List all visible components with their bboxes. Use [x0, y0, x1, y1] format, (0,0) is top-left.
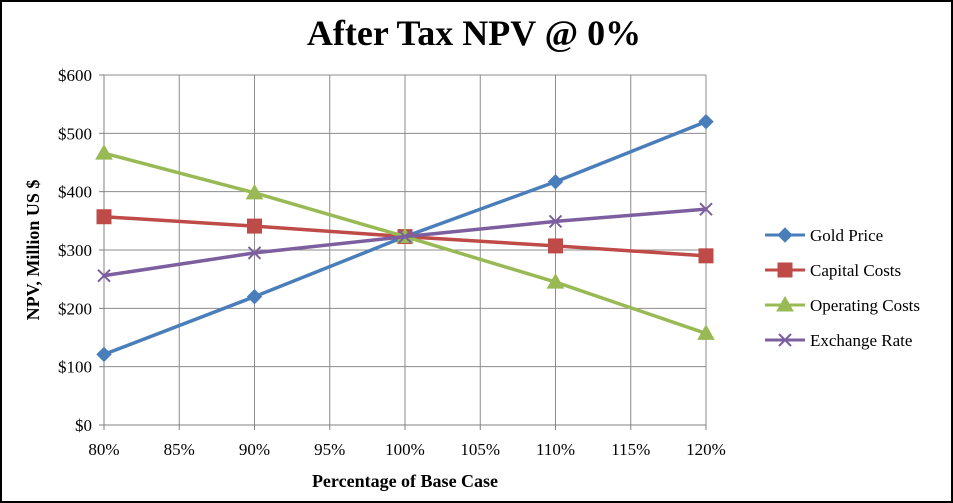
- data-point-gold-price: [547, 174, 564, 190]
- series-exchange-rate: [97, 202, 713, 283]
- x-marker-stroke: [398, 229, 412, 244]
- legend: Gold Price Capital Costs Operating Costs Ex…: [765, 226, 920, 350]
- legend-item-exchange-rate: Exchange Rate: [765, 331, 912, 350]
- data-point-exchange-rate: [398, 229, 412, 244]
- legend-marker-capital-costs: [777, 262, 793, 278]
- legend-label-capital-costs: Capital Costs: [810, 261, 901, 280]
- data-point-operating-costs: [245, 183, 264, 200]
- x-marker-stroke: [778, 333, 792, 347]
- legend-label-operating-costs: Operating Costs: [810, 296, 920, 315]
- legend-marker-operating-costs: [776, 295, 794, 312]
- data-point-operating-costs: [697, 324, 715, 340]
- data-point-gold-price: [698, 113, 714, 130]
- x-tick-label: 115%: [611, 440, 650, 459]
- legend-item-operating-costs: Operating Costs: [765, 295, 920, 315]
- data-point-capital-costs: [698, 248, 714, 264]
- data-point-operating-costs: [546, 273, 565, 289]
- y-tick-label: $200: [58, 299, 92, 318]
- x-marker-stroke: [548, 214, 563, 229]
- data-point-capital-costs: [548, 238, 563, 254]
- axes: [99, 74, 707, 430]
- tick-labels: 80% 85% 90% 95% 100% 105% 110% 115% 120% $0 $100 $2…: [58, 66, 726, 459]
- x-axis-label: Percentage of Base Case: [312, 471, 498, 491]
- x-tick-label: 100%: [385, 440, 425, 459]
- legend-label-gold-price: Gold Price: [810, 226, 883, 245]
- x-tick-label: 120%: [686, 440, 726, 459]
- x-tick-label: 85%: [164, 440, 195, 459]
- x-tick-label: 105%: [460, 440, 500, 459]
- y-tick-label: $400: [58, 183, 92, 202]
- x-tick-label: 90%: [239, 440, 270, 459]
- data-point-exchange-rate: [247, 246, 262, 260]
- y-tick-label: $0: [75, 416, 92, 435]
- x-marker-stroke: [97, 268, 111, 283]
- data-point-gold-price: [96, 346, 112, 363]
- legend-item-gold-price: Gold Price: [765, 226, 883, 245]
- data-point-capital-costs: [96, 209, 112, 225]
- legend-marker-gold-price: [777, 227, 793, 243]
- x-tick-label: 110%: [536, 440, 575, 459]
- data-point-exchange-rate: [699, 202, 713, 216]
- data-point-operating-costs: [95, 144, 113, 160]
- data-point-capital-costs: [247, 218, 262, 234]
- data-point-exchange-rate: [97, 268, 111, 283]
- legend-item-capital-costs: Capital Costs: [765, 261, 901, 280]
- x-tick-label: 80%: [88, 440, 119, 459]
- x-marker-stroke: [699, 202, 713, 216]
- y-tick-label: $500: [58, 124, 92, 143]
- legend-marker-exchange-rate: [778, 333, 792, 347]
- data-point-exchange-rate: [548, 214, 563, 229]
- y-tick-label: $600: [58, 66, 92, 85]
- chart-title: After Tax NPV @ 0%: [307, 13, 641, 53]
- data-point-gold-price: [246, 288, 263, 305]
- series-layer: [95, 113, 715, 363]
- y-tick-label: $300: [58, 241, 92, 260]
- y-axis-label: NPV, Million US $: [23, 180, 43, 321]
- x-marker-stroke: [247, 246, 262, 260]
- legend-label-exchange-rate: Exchange Rate: [810, 331, 912, 350]
- y-tick-label: $100: [58, 358, 92, 377]
- x-tick-label: 95%: [314, 440, 345, 459]
